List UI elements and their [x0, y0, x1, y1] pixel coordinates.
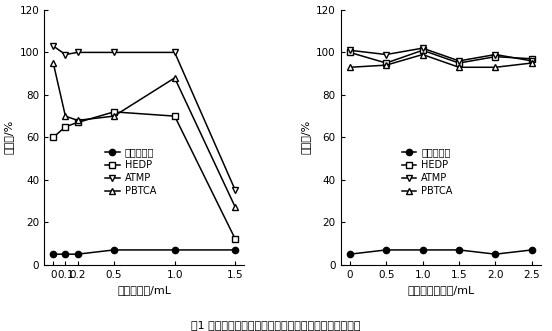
Text: 图1 硫酸和氢氧化鑃投加量对含磷化合物消解效果的影响: 图1 硫酸和氢氧化鑃投加量对含磷化合物消解效果的影响 — [191, 320, 361, 330]
PBTCA — [347, 65, 353, 69]
ATMP — [529, 59, 535, 63]
Line: 六偏磷酸钓: 六偏磷酸钓 — [347, 247, 535, 257]
ATMP — [62, 53, 68, 57]
PBTCA — [62, 114, 68, 118]
X-axis label: 氢氧化鑃投加量/mL: 氢氧化鑃投加量/mL — [407, 285, 474, 295]
六偏磷酸钓 — [110, 248, 117, 252]
HEDP — [62, 125, 68, 129]
ATMP — [232, 188, 238, 192]
Line: 六偏磷酸钓: 六偏磷酸钓 — [50, 247, 238, 257]
PBTCA — [171, 76, 178, 80]
Line: ATMP: ATMP — [347, 45, 535, 64]
HEDP — [50, 135, 56, 139]
PBTCA — [529, 61, 535, 65]
HEDP — [383, 61, 390, 65]
HEDP — [74, 120, 81, 124]
Line: HEDP: HEDP — [347, 47, 535, 66]
PBTCA — [420, 53, 426, 57]
HEDP — [232, 237, 238, 241]
Y-axis label: 消解率/%: 消解率/% — [4, 120, 14, 155]
PBTCA — [110, 114, 117, 118]
PBTCA — [232, 206, 238, 210]
ATMP — [347, 48, 353, 52]
Line: HEDP: HEDP — [50, 109, 238, 242]
六偏磷酸钓 — [383, 248, 390, 252]
Line: PBTCA: PBTCA — [347, 51, 535, 71]
PBTCA — [492, 65, 499, 69]
HEDP — [171, 114, 178, 118]
Y-axis label: 消解率/%: 消解率/% — [300, 120, 310, 155]
ATMP — [74, 50, 81, 54]
PBTCA — [456, 65, 463, 69]
六偏磷酸钓 — [529, 248, 535, 252]
Legend: 六偏磷酸钓, HEDP, ATMP, PBTCA: 六偏磷酸钓, HEDP, ATMP, PBTCA — [402, 148, 453, 196]
HEDP — [420, 48, 426, 52]
ATMP — [492, 53, 499, 57]
HEDP — [492, 55, 499, 59]
六偏磷酸钓 — [50, 252, 56, 256]
六偏磷酸钓 — [232, 248, 238, 252]
Line: PBTCA: PBTCA — [50, 60, 238, 211]
六偏磷酸钓 — [420, 248, 426, 252]
ATMP — [171, 50, 178, 54]
X-axis label: 硫酸投加量/mL: 硫酸投加量/mL — [118, 285, 171, 295]
PBTCA — [383, 63, 390, 67]
六偏磷酸钓 — [492, 252, 499, 256]
ATMP — [383, 53, 390, 57]
ATMP — [420, 46, 426, 50]
Line: ATMP: ATMP — [50, 43, 238, 194]
PBTCA — [50, 61, 56, 65]
PBTCA — [74, 118, 81, 122]
HEDP — [110, 110, 117, 114]
HEDP — [347, 50, 353, 54]
Legend: 六偏磷酸钓, HEDP, ATMP, PBTCA: 六偏磷酸钓, HEDP, ATMP, PBTCA — [105, 148, 156, 196]
六偏磷酸钓 — [347, 252, 353, 256]
ATMP — [50, 44, 56, 48]
六偏磷酸钓 — [62, 252, 68, 256]
HEDP — [529, 57, 535, 61]
六偏磷酸钓 — [74, 252, 81, 256]
六偏磷酸钓 — [456, 248, 463, 252]
ATMP — [110, 50, 117, 54]
ATMP — [456, 59, 463, 63]
HEDP — [456, 61, 463, 65]
六偏磷酸钓 — [171, 248, 178, 252]
